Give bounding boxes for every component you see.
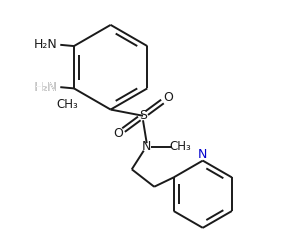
- Text: H₂N: H₂N: [34, 81, 58, 94]
- Text: O: O: [163, 91, 173, 104]
- Text: H₂N: H₂N: [34, 38, 58, 51]
- Text: O: O: [113, 127, 123, 140]
- Text: H₂N: H₂N: [34, 81, 58, 94]
- Text: S: S: [139, 109, 147, 122]
- Text: N: N: [198, 148, 207, 161]
- Text: N: N: [142, 140, 151, 153]
- Text: CH₃: CH₃: [169, 140, 191, 153]
- Text: CH₃: CH₃: [57, 98, 79, 111]
